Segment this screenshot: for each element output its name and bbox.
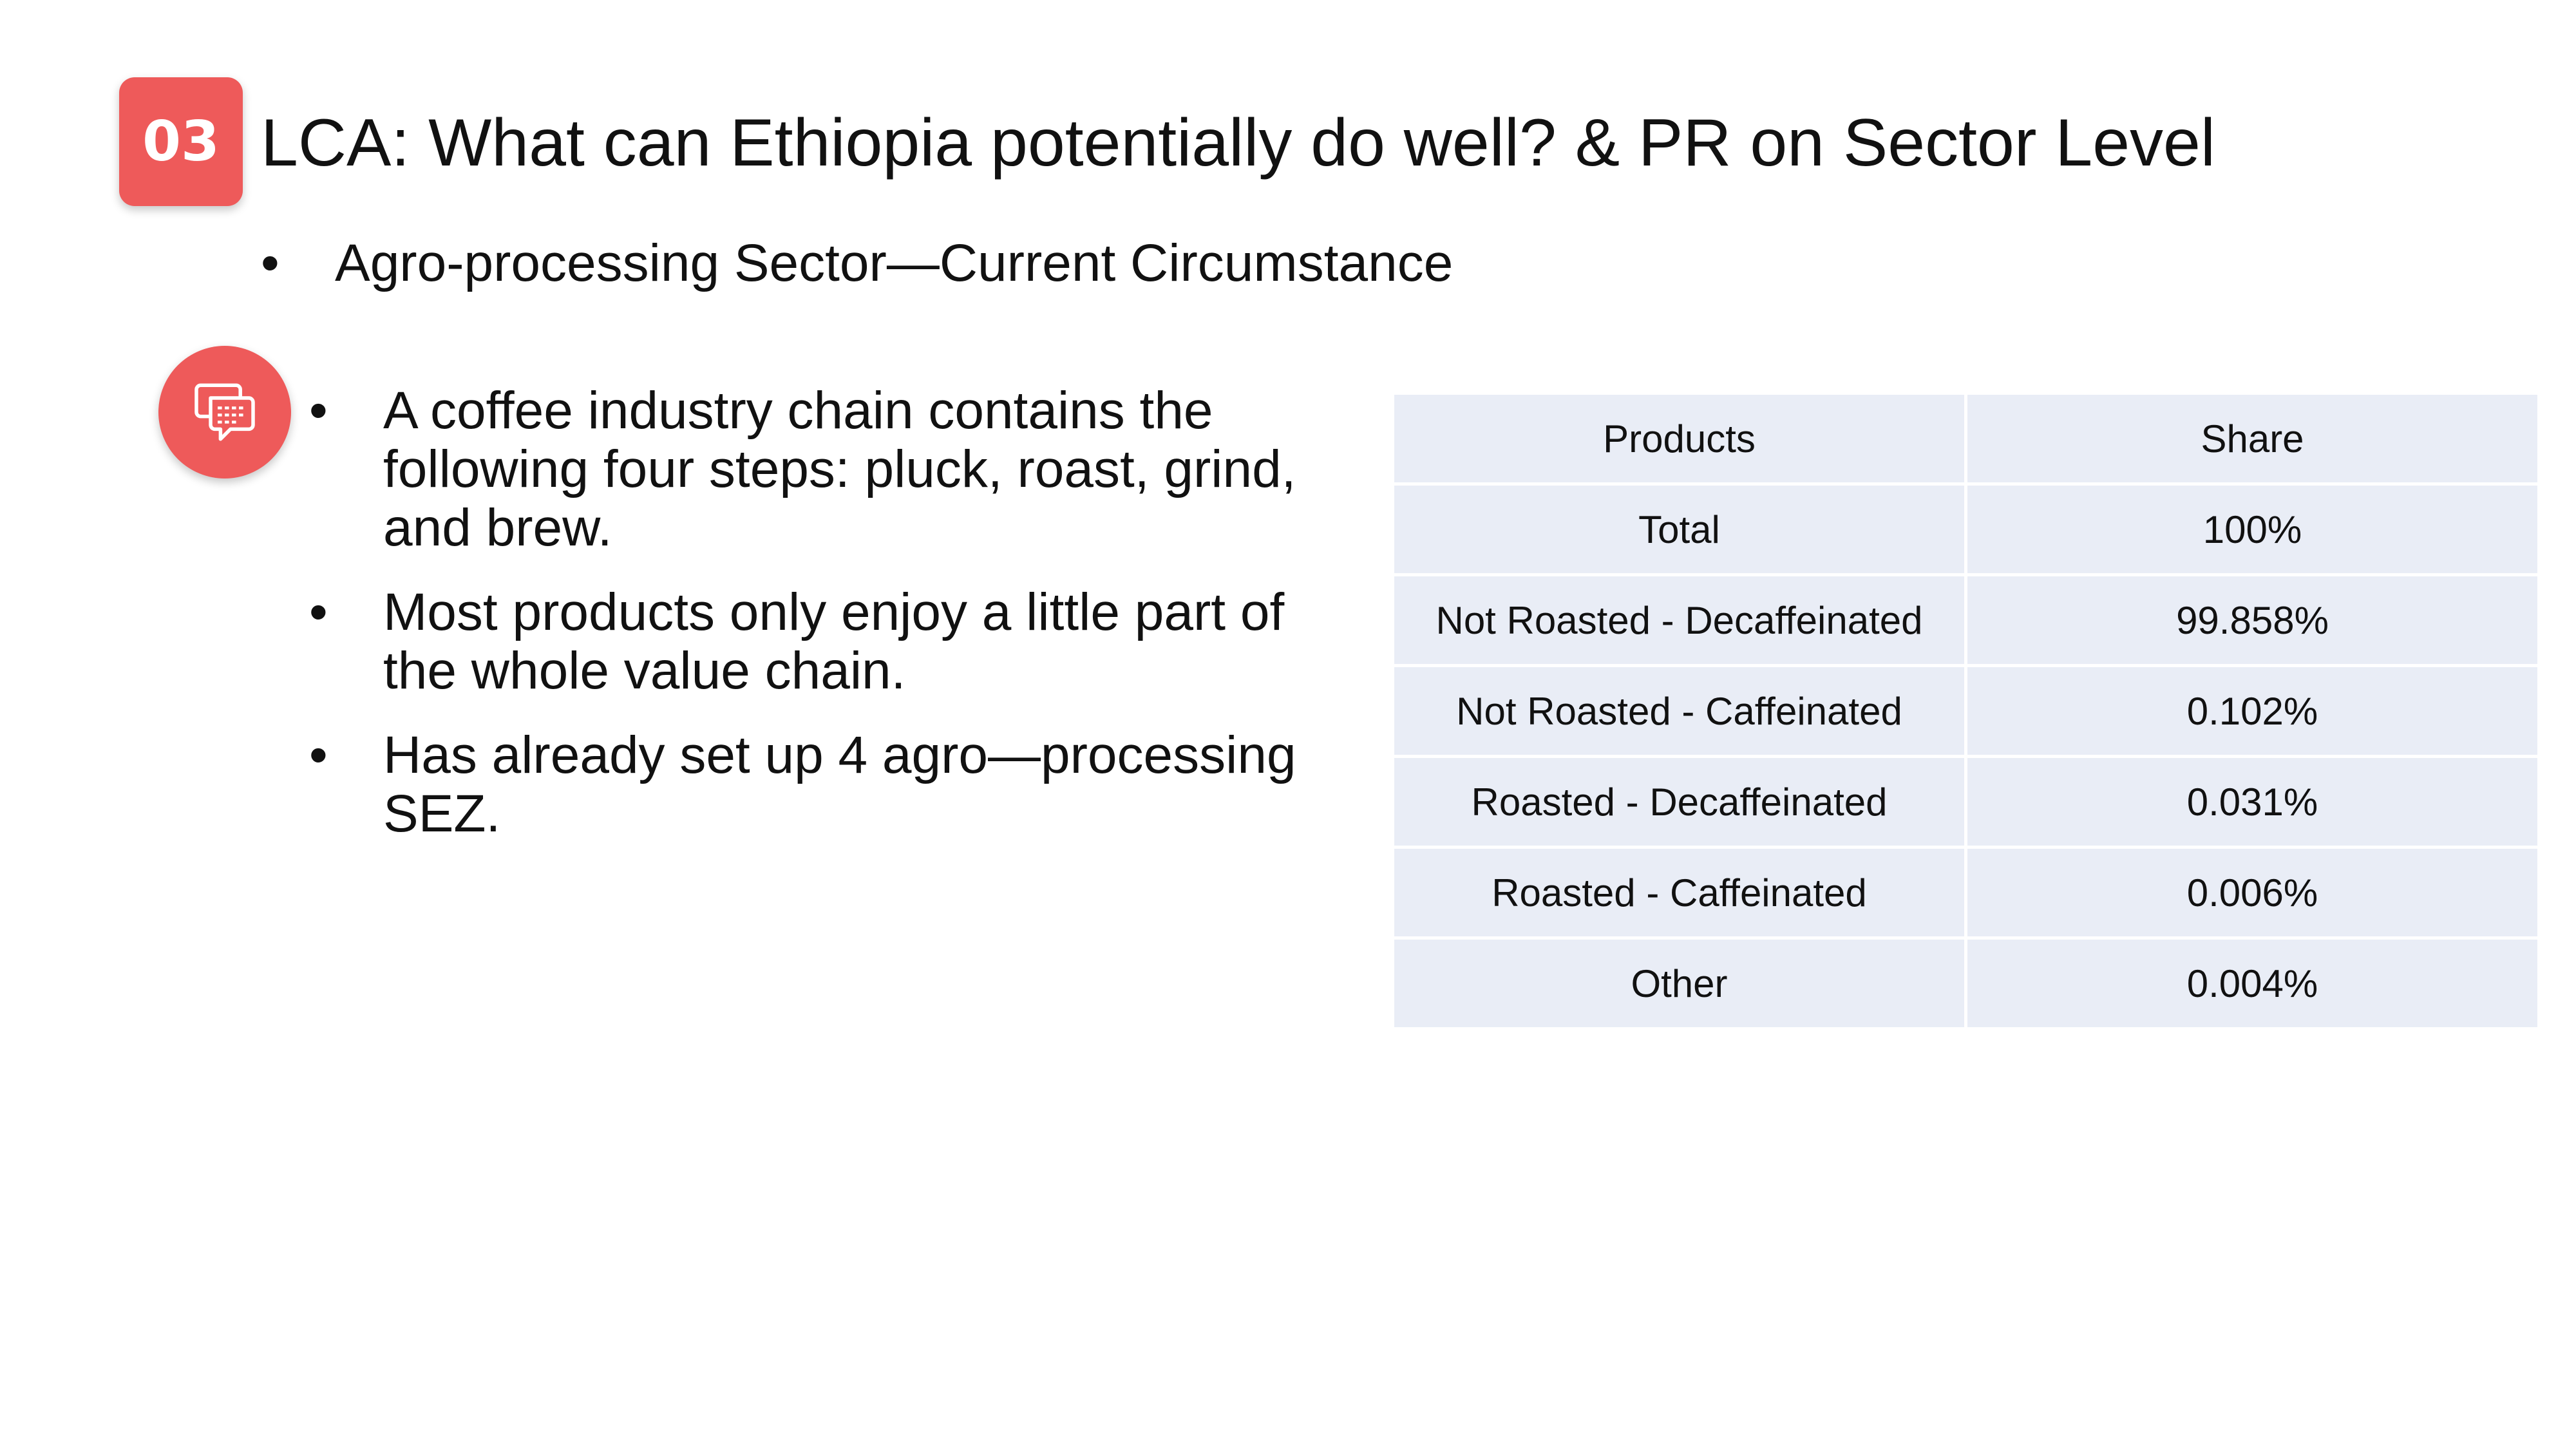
bullet-dot: • [309,583,328,641]
table-row: Not Roasted - Caffeinated 0.102% [1391,664,2541,758]
column-header-share: Share [1964,392,2541,486]
bullet-dot: • [309,726,328,784]
product-cell: Not Roasted - Caffeinated [1391,664,1967,758]
product-share-table: Products Share Total 100% Not Roasted - … [1391,392,2541,1030]
table-row: Total 100% [1391,482,2541,576]
table-row: Other 0.004% [1391,936,2541,1030]
bullet-item: • Most products only enjoy a little part… [309,583,1365,700]
bullet-text: Most products only enjoy a little part o… [383,583,1285,700]
bullet-list: • A coffee industry chain contains the f… [309,381,1365,869]
product-cell: Not Roasted - Decaffeinated [1391,573,1967,667]
chat-bubbles-icon [194,383,255,441]
comment-badge [158,346,291,478]
product-cell: Roasted - Caffeinated [1391,846,1967,940]
product-cell: Total [1391,482,1967,576]
section-number-badge: 03 [119,77,243,206]
bullet-dot: • [261,234,279,292]
table-row: Roasted - Caffeinated 0.006% [1391,846,2541,940]
bullet-item: • Has already set up 4 agro—processing S… [309,726,1365,843]
bullet-text: Has already set up 4 agro—processing SEZ… [383,726,1296,843]
column-header-products: Products [1391,392,1967,486]
product-cell: Roasted - Decaffeinated [1391,755,1967,849]
share-cell: 99.858% [1964,573,2541,667]
table-row: Roasted - Decaffeinated 0.031% [1391,755,2541,849]
table-header-row: Products Share [1391,392,2541,486]
subtitle-text: Agro-processing Sector—Current Circumsta… [335,234,1454,292]
share-cell: 100% [1964,482,2541,576]
table-row: Not Roasted - Decaffeinated 99.858% [1391,573,2541,667]
bullet-text: A coffee industry chain contains the fol… [383,381,1296,557]
product-cell: Other [1391,936,1967,1030]
share-cell: 0.006% [1964,846,2541,940]
bullet-dot: • [309,381,328,440]
section-number: 03 [142,109,220,174]
share-cell: 0.004% [1964,936,2541,1030]
slide-title: LCA: What can Ethiopia potentially do we… [261,106,2215,180]
subtitle-bullet-item: • Agro-processing Sector—Current Circums… [261,237,1453,290]
share-cell: 0.102% [1964,664,2541,758]
bullet-item: • A coffee industry chain contains the f… [309,381,1365,557]
share-cell: 0.031% [1964,755,2541,849]
